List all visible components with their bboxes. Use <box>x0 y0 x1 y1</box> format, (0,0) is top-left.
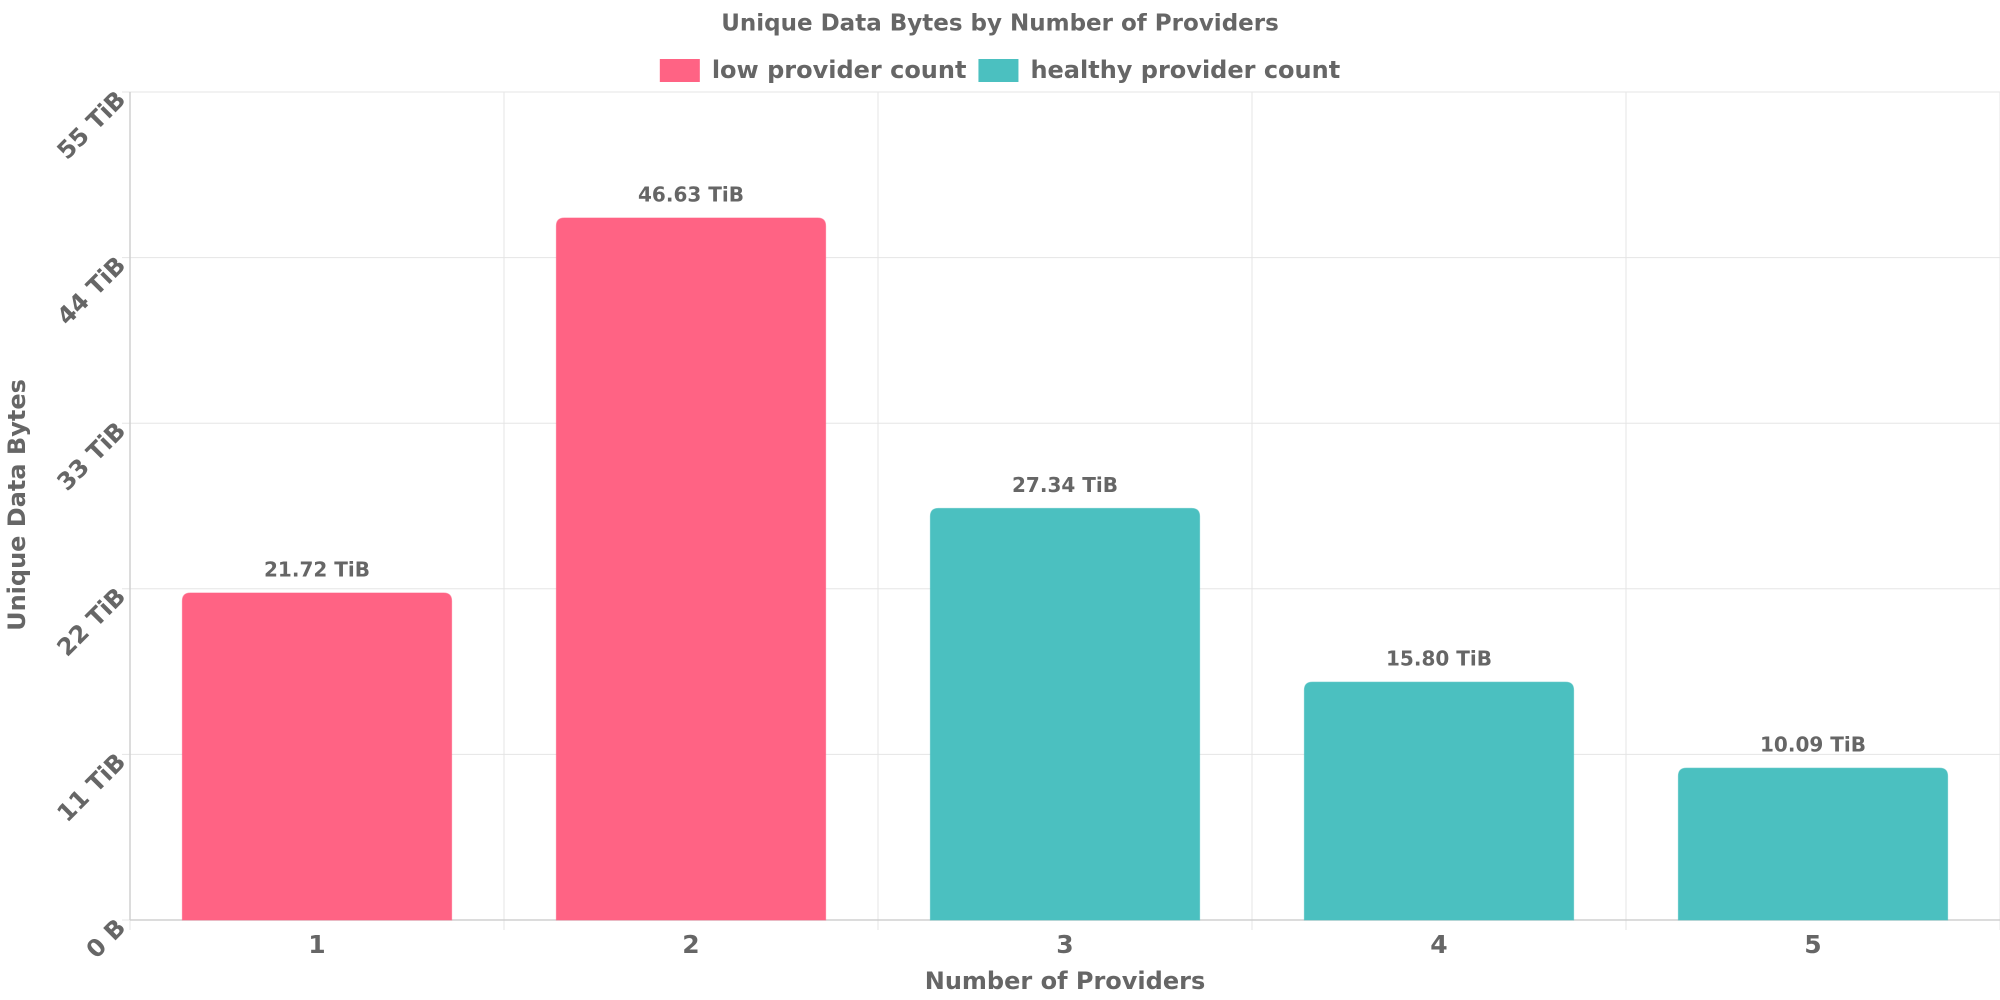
value-label: 46.63 TiB <box>638 183 744 207</box>
bar <box>929 507 1201 921</box>
legend-swatch <box>978 59 1019 82</box>
value-label: 27.34 TiB <box>1012 473 1118 497</box>
y-tick-label: 11 TiB <box>52 748 132 828</box>
x-tick-label: 3 <box>1056 930 1073 959</box>
legend-label: healthy provider count <box>1030 56 1340 84</box>
x-tick-label: 2 <box>682 930 699 959</box>
legend: low provider count healthy provider count <box>659 56 1340 84</box>
legend-swatch <box>659 59 700 82</box>
bar <box>1303 681 1575 921</box>
x-tick-label: 5 <box>1804 930 1821 959</box>
y-tick-label: 55 TiB <box>52 85 132 165</box>
legend-label: low provider count <box>712 56 967 84</box>
value-label: 10.09 TiB <box>1760 733 1866 757</box>
value-label: 15.80 TiB <box>1386 647 1492 671</box>
x-axis-title: Number of Providers <box>925 967 1205 995</box>
y-tick-label: 22 TiB <box>52 582 132 662</box>
chart-title: Unique Data Bytes by Number of Providers <box>721 11 1279 37</box>
x-tick-label: 1 <box>308 930 325 959</box>
y-tick-label: 0 B <box>81 913 131 963</box>
bar <box>555 217 827 921</box>
value-label: 21.72 TiB <box>264 558 370 582</box>
x-tick-label: 4 <box>1430 930 1447 959</box>
y-tick-label: 44 TiB <box>52 251 132 331</box>
y-tick-label: 33 TiB <box>52 417 132 497</box>
y-axis-title: Unique Data Bytes <box>3 379 31 631</box>
bar <box>1677 767 1949 921</box>
bar <box>181 592 453 921</box>
